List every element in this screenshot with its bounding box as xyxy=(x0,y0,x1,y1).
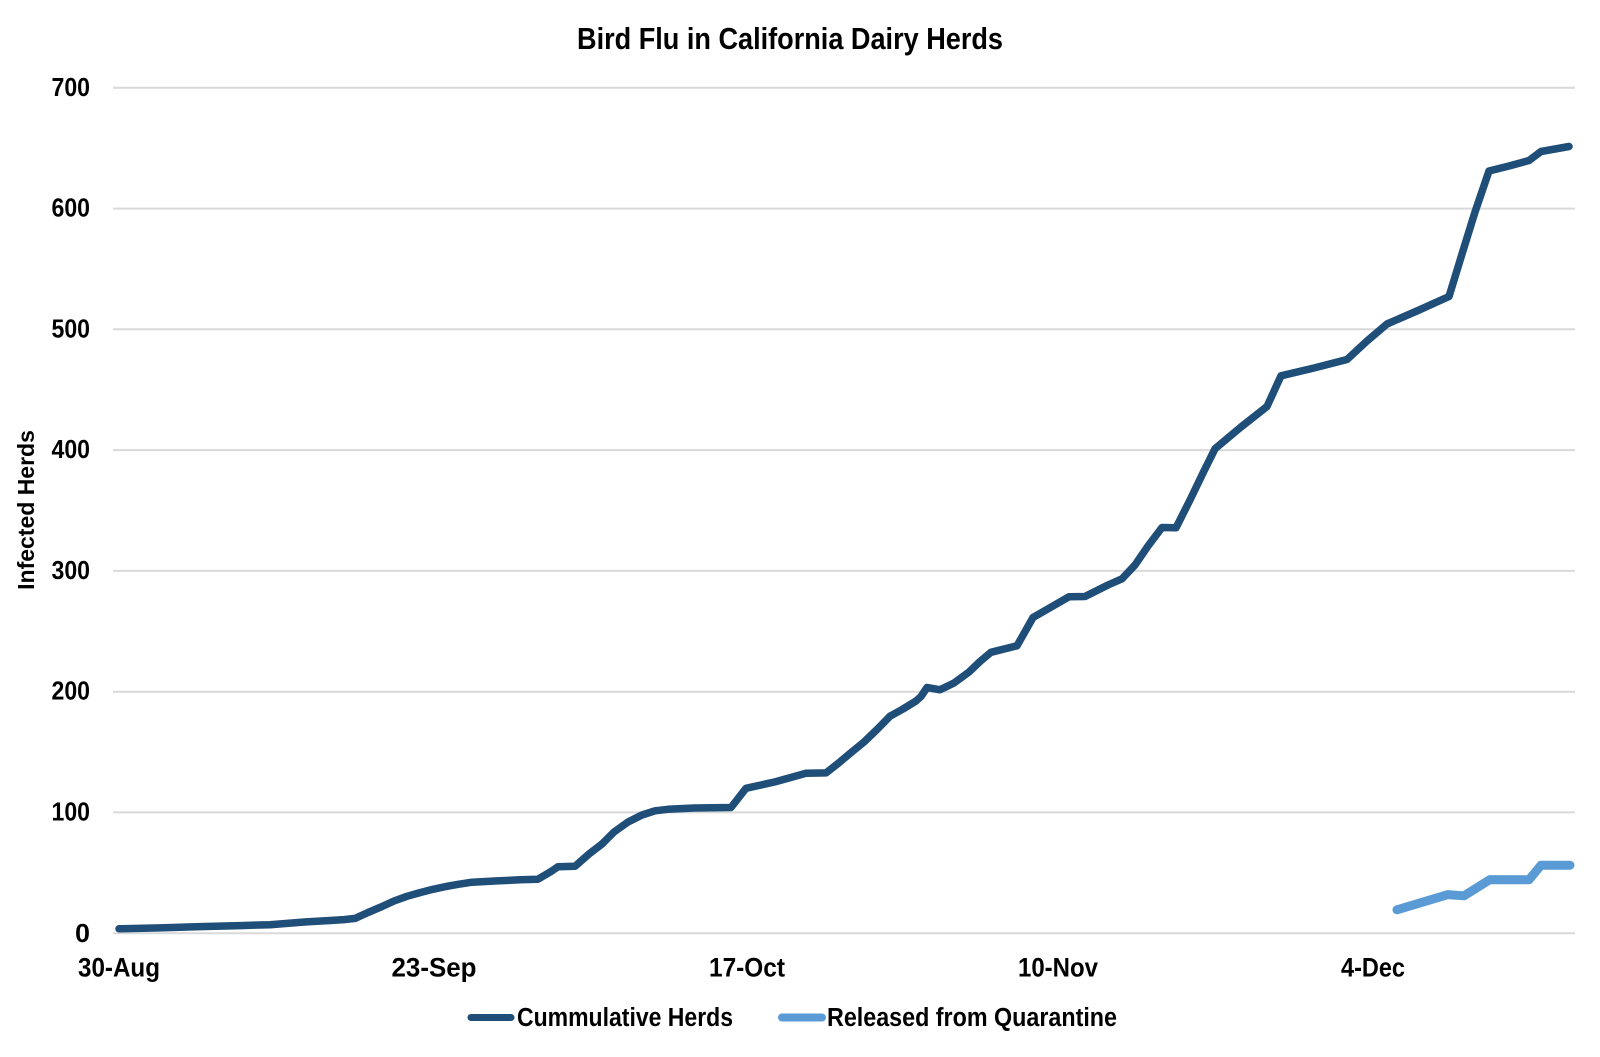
svg-text:4-Dec: 4-Dec xyxy=(1341,952,1405,982)
svg-text:400: 400 xyxy=(52,434,91,464)
svg-text:500: 500 xyxy=(52,313,91,343)
svg-text:Cummulative Herds: Cummulative Herds xyxy=(517,1004,733,1032)
svg-text:Released from Quarantine: Released from Quarantine xyxy=(827,1004,1117,1032)
svg-text:23-Sep: 23-Sep xyxy=(392,952,477,982)
svg-text:30-Aug: 30-Aug xyxy=(78,952,160,982)
svg-text:Infected Herds: Infected Herds xyxy=(13,430,39,590)
svg-text:0: 0 xyxy=(75,918,90,948)
svg-text:700: 700 xyxy=(52,72,91,102)
svg-text:300: 300 xyxy=(52,555,91,585)
svg-text:100: 100 xyxy=(52,796,91,826)
svg-text:Bird Flu in California Dairy H: Bird Flu in California Dairy Herds xyxy=(577,21,1003,56)
svg-text:10-Nov: 10-Nov xyxy=(1018,952,1098,982)
svg-text:17-Oct: 17-Oct xyxy=(709,952,785,982)
svg-text:200: 200 xyxy=(52,676,91,706)
svg-text:600: 600 xyxy=(52,193,91,223)
